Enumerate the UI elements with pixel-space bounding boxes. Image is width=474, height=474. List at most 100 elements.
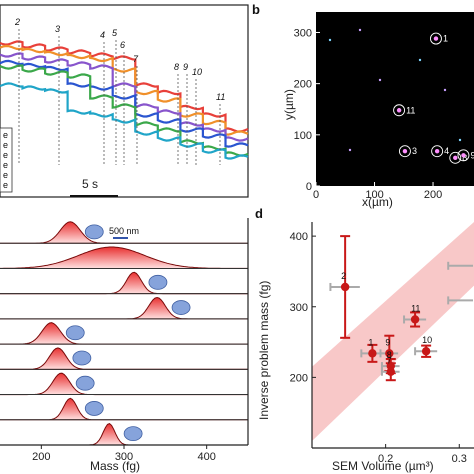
panel-d-point-label-8: 8 bbox=[387, 350, 392, 360]
panel-d-point-label-9: 9 bbox=[385, 337, 390, 347]
panel-b-xtick-label-0: 0 bbox=[313, 189, 319, 201]
panel-b-particle-ring-9 bbox=[457, 149, 470, 162]
panel-b-speck-7 bbox=[378, 78, 382, 82]
panel-b-image bbox=[316, 12, 474, 186]
panel-b-xlabel: x(µm) bbox=[362, 195, 393, 209]
panel-c-particle-image-3 bbox=[171, 300, 191, 315]
panel-d-point-1 bbox=[368, 349, 377, 358]
panel-b-speck-1 bbox=[358, 28, 362, 32]
panel-b-particle-9 bbox=[461, 153, 466, 158]
panel-c-curve-6 bbox=[0, 372, 249, 396]
panel-b-xtick-label-100: 100 bbox=[365, 189, 383, 201]
panel-d-point-7 bbox=[386, 367, 395, 376]
panel-a-series-3 bbox=[0, 59, 249, 148]
panel-a-step-label-6: 6 bbox=[120, 40, 125, 50]
panel-b-particle-8 bbox=[453, 155, 458, 161]
panel-d-ylabel: Inverse problem mass (fg) bbox=[257, 281, 271, 420]
panel-a-step-label-5: 5 bbox=[112, 28, 118, 38]
panel-c-curve-7 bbox=[0, 397, 249, 421]
panel-c-particle-image-8 bbox=[123, 426, 143, 442]
panel-a-step-label-2: 2 bbox=[14, 17, 20, 27]
panel-d-ytick-label-200: 200 bbox=[290, 372, 308, 384]
panel-b-speck-6 bbox=[458, 138, 462, 142]
panel-a-series-1 bbox=[0, 44, 249, 136]
panel-c-particle-image-0 bbox=[84, 224, 104, 240]
panel-a-legend-entry-0: e bbox=[3, 130, 8, 140]
panel-a-legend bbox=[0, 127, 13, 193]
panel-d-point-label-1: 1 bbox=[368, 337, 373, 347]
panel-b-xtick-label-200: 200 bbox=[424, 189, 442, 201]
panel-a-step-label-7: 7 bbox=[133, 54, 139, 64]
panel-d-confidence-band bbox=[312, 222, 474, 441]
panel-d-point-label-10: 10 bbox=[422, 335, 432, 345]
panel-a-legend-entry-2: e bbox=[3, 150, 8, 160]
panel-c-particle-image-6 bbox=[75, 375, 95, 391]
panel-c-scale-bar-label: 500 nm bbox=[109, 226, 139, 236]
panel-label-d: d bbox=[255, 206, 263, 221]
panel-d-point-10 bbox=[421, 347, 431, 356]
panel-c: 200 300 400 bbox=[0, 218, 249, 463]
panel-a-series-2 bbox=[0, 52, 249, 142]
panel-a-step-label-10: 10 bbox=[192, 67, 202, 77]
panel-b-particle-1 bbox=[433, 36, 439, 41]
panel-c-curve-5 bbox=[0, 347, 249, 370]
panel-b-particle-4 bbox=[434, 149, 440, 154]
panel-b-speck-0 bbox=[328, 38, 332, 42]
panel-b-ytick-label-200: 200 bbox=[294, 79, 312, 91]
panel-d-point-11 bbox=[410, 315, 420, 324]
panel-c-particle-image-2 bbox=[148, 274, 168, 290]
panel-d-ytick-label-400: 400 bbox=[290, 231, 308, 243]
panel-a-step-label-8: 8 bbox=[174, 62, 179, 72]
panel-b-speck-2 bbox=[418, 58, 422, 62]
panel-a-step-label-3: 3 bbox=[55, 24, 60, 34]
panel-c-particle-image-7 bbox=[84, 401, 104, 416]
panel-c-xtick-label-400: 400 bbox=[197, 451, 215, 463]
panel-b-particle-ring-8 bbox=[449, 151, 462, 164]
panel-b-particle-ring-1 bbox=[430, 32, 442, 45]
panel-label-b: b bbox=[252, 2, 260, 17]
panel-b-speck-5 bbox=[348, 148, 352, 152]
panel-a-step-label-9: 9 bbox=[183, 62, 188, 72]
panel-c-particle-image-5 bbox=[72, 350, 92, 366]
panel-c-curve-3 bbox=[0, 296, 249, 320]
panel-b-particle-11 bbox=[396, 108, 402, 113]
panel-b-particle-label-1: 1 bbox=[443, 34, 448, 44]
panel-c-xtick-label-300: 300 bbox=[115, 451, 133, 463]
panel-a-scale-bar-label: 5 s bbox=[82, 177, 98, 191]
panel-b-particle-label-9: 9 bbox=[470, 150, 474, 160]
panel-b-ytick-label-0: 0 bbox=[306, 181, 312, 193]
panel-c-curve-4 bbox=[0, 322, 249, 345]
panel-b-particle-3 bbox=[402, 149, 408, 154]
panel-a-legend-entry-5: e bbox=[3, 180, 8, 190]
panel-b-ylabel: y(µm) bbox=[282, 89, 296, 120]
panel-d-point-9 bbox=[385, 349, 394, 358]
panel-c-xtick-label-200: 200 bbox=[32, 451, 50, 463]
panel-b-particle-ring-3 bbox=[398, 145, 411, 158]
panel-b-speck-3 bbox=[443, 88, 447, 92]
panel-b-particle-label-3: 3 bbox=[412, 146, 417, 156]
panel-d-ytick-label-300: 300 bbox=[290, 302, 308, 314]
panel-c-curve-2 bbox=[0, 271, 249, 295]
panel-d-point-label-7: 7 bbox=[387, 356, 392, 366]
panel-d-xtick-label-0.3: 0.3 bbox=[452, 453, 467, 465]
panel-c-xlabel: Mass (fg) bbox=[90, 459, 140, 473]
panel-d-point-label-2: 2 bbox=[341, 271, 346, 281]
panel-d-xlabel: SEM Volume (µm³) bbox=[332, 459, 434, 473]
panel-b-particle-label-11: 11 bbox=[406, 105, 415, 115]
panel-a-legend-entry-4: e bbox=[3, 170, 8, 180]
panel-b-particle-label-4: 4 bbox=[444, 146, 449, 156]
panel-b-particle-ring-11 bbox=[393, 104, 406, 117]
panel-a-legend-entry-1: e bbox=[3, 140, 8, 150]
panel-b-ytick-label-300: 300 bbox=[294, 27, 312, 39]
panel-d: 200 300 400 0.2 0.3 2 1 9 87 11 10 bbox=[290, 222, 474, 465]
panel-b-particle-ring-4 bbox=[431, 145, 444, 158]
panel-a-step-label-11: 11 bbox=[216, 92, 225, 102]
panel-a-legend-entry-3: e bbox=[3, 160, 8, 170]
panel-c-particle-image-4 bbox=[65, 325, 85, 341]
panel-d-point-2 bbox=[340, 282, 350, 292]
panel-c-curve-1 bbox=[0, 246, 249, 269]
panel-a-series-5 bbox=[0, 82, 249, 160]
